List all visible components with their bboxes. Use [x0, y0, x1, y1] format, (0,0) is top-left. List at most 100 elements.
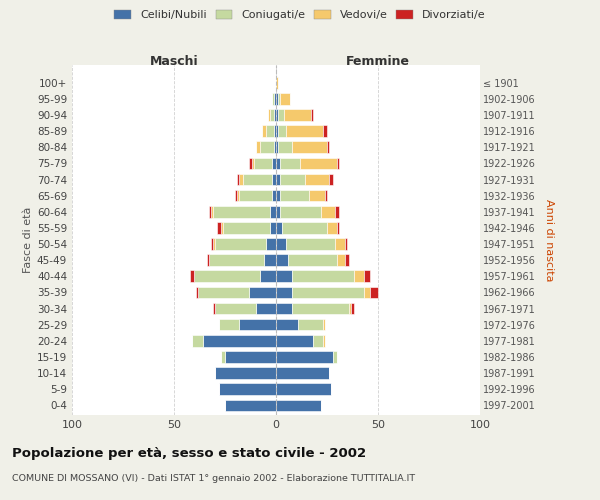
Bar — [221, 351, 225, 362]
Bar — [272, 190, 276, 202]
Bar — [276, 222, 282, 234]
Legend: Celibi/Nubili, Coniugati/e, Vedovi/e, Divorziati/e: Celibi/Nubili, Coniugati/e, Vedovi/e, Di… — [110, 6, 490, 25]
Bar — [276, 351, 333, 362]
Bar — [276, 368, 329, 379]
Bar — [325, 190, 327, 202]
Bar — [346, 254, 349, 266]
Bar — [327, 222, 337, 234]
Bar — [225, 351, 276, 362]
Bar — [292, 286, 364, 298]
Bar — [270, 109, 274, 121]
Bar — [321, 206, 335, 218]
Bar — [276, 174, 280, 186]
Bar — [266, 126, 274, 137]
Bar — [194, 270, 260, 282]
Bar — [237, 174, 239, 186]
Bar — [225, 400, 276, 411]
Bar — [335, 206, 339, 218]
Bar — [213, 302, 215, 314]
Bar — [278, 93, 280, 104]
Text: Popolazione per età, sesso e stato civile - 2002: Popolazione per età, sesso e stato civil… — [12, 448, 366, 460]
Bar — [260, 270, 276, 282]
Bar — [292, 270, 353, 282]
Bar — [337, 222, 339, 234]
Bar — [203, 335, 276, 346]
Bar — [286, 126, 323, 137]
Bar — [209, 254, 264, 266]
Bar — [282, 222, 327, 234]
Bar — [335, 238, 346, 250]
Bar — [276, 302, 292, 314]
Bar — [280, 158, 301, 169]
Bar — [219, 384, 276, 395]
Bar — [256, 302, 276, 314]
Bar — [323, 335, 325, 346]
Bar — [276, 126, 278, 137]
Text: Femmine: Femmine — [346, 55, 410, 68]
Bar — [211, 238, 213, 250]
Bar — [276, 319, 298, 330]
Bar — [276, 158, 280, 169]
Bar — [278, 142, 292, 153]
Bar — [276, 254, 288, 266]
Bar — [284, 109, 311, 121]
Bar — [353, 270, 364, 282]
Bar — [364, 270, 370, 282]
Bar — [337, 254, 346, 266]
Bar — [250, 158, 251, 169]
Bar — [280, 93, 290, 104]
Bar — [292, 302, 349, 314]
Bar — [217, 222, 221, 234]
Bar — [268, 109, 270, 121]
Bar — [276, 286, 292, 298]
Bar — [250, 286, 276, 298]
Bar — [301, 158, 337, 169]
Bar — [211, 206, 213, 218]
Bar — [223, 222, 270, 234]
Bar — [213, 238, 215, 250]
Bar — [276, 270, 292, 282]
Bar — [237, 190, 239, 202]
Bar — [276, 206, 280, 218]
Bar — [288, 254, 337, 266]
Bar — [221, 222, 223, 234]
Y-axis label: Fasce di età: Fasce di età — [23, 207, 33, 273]
Bar — [215, 302, 256, 314]
Bar — [329, 174, 333, 186]
Bar — [327, 142, 329, 153]
Bar — [274, 109, 276, 121]
Bar — [286, 238, 335, 250]
Bar — [239, 190, 272, 202]
Bar — [333, 351, 337, 362]
Bar — [262, 126, 266, 137]
Bar — [364, 286, 370, 298]
Bar — [280, 174, 305, 186]
Bar — [260, 142, 274, 153]
Bar — [272, 158, 276, 169]
Bar — [244, 174, 272, 186]
Bar — [215, 238, 266, 250]
Bar — [308, 190, 325, 202]
Bar — [370, 286, 378, 298]
Bar — [199, 286, 250, 298]
Bar — [323, 126, 327, 137]
Bar — [235, 190, 237, 202]
Bar — [256, 142, 260, 153]
Bar — [337, 158, 339, 169]
Bar — [193, 335, 203, 346]
Bar — [239, 319, 276, 330]
Bar — [251, 158, 254, 169]
Bar — [196, 286, 199, 298]
Bar — [276, 400, 321, 411]
Bar — [298, 319, 323, 330]
Bar — [215, 368, 276, 379]
Bar — [280, 206, 321, 218]
Y-axis label: Anni di nascita: Anni di nascita — [544, 198, 554, 281]
Bar — [254, 158, 272, 169]
Bar — [276, 142, 278, 153]
Bar — [206, 254, 209, 266]
Bar — [274, 93, 276, 104]
Bar — [349, 302, 352, 314]
Bar — [276, 190, 280, 202]
Bar — [276, 93, 278, 104]
